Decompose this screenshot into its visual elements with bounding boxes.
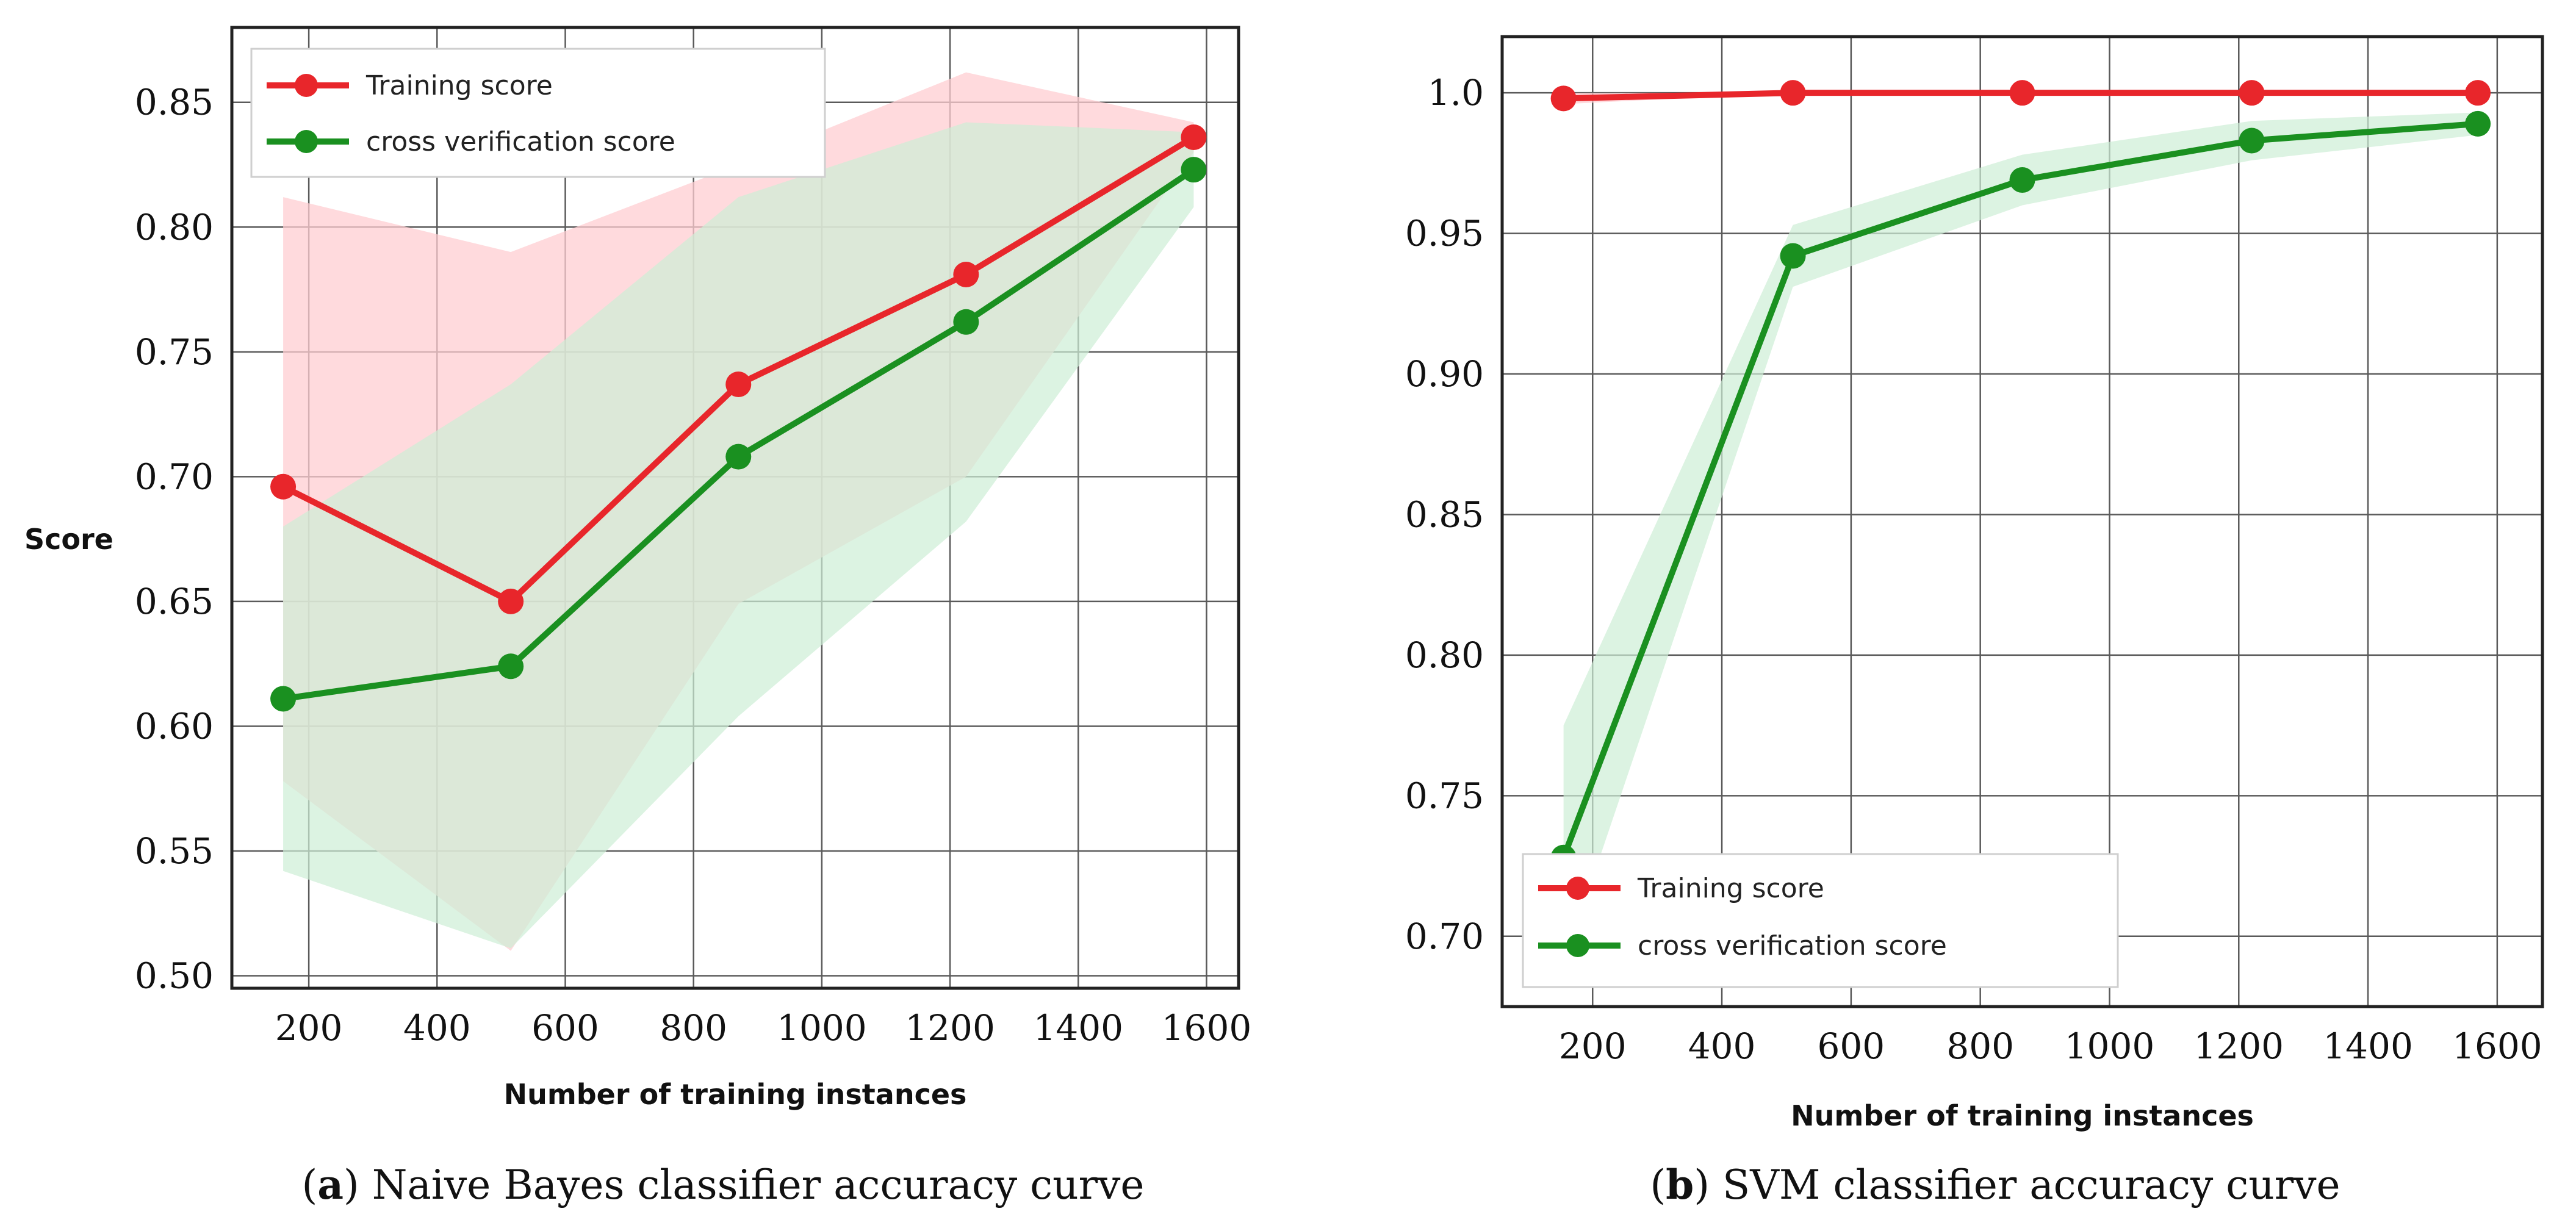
y-tick-label: 0.90 — [1405, 353, 1484, 395]
cv-score-point — [2239, 127, 2265, 154]
y-tick-label: 0.60 — [135, 705, 214, 747]
x-tick-label: 1400 — [1033, 1007, 1123, 1049]
x-tick-label: 1600 — [2452, 1025, 2542, 1067]
cv-score-point — [1181, 157, 1207, 183]
x-tick-label: 200 — [275, 1007, 343, 1049]
x-axis-title: Number of training instances — [504, 1078, 967, 1111]
training-score-point — [1780, 80, 1806, 106]
caption-text: SVM classifier accuracy curve — [1722, 1162, 2340, 1208]
x-tick-label: 600 — [1818, 1025, 1885, 1067]
y-tick-labels: 0.70 0.75 0.80 0.85 0.90 0.95 1.0 — [1405, 72, 1484, 957]
legend-label-training: Training score — [365, 70, 553, 101]
training-score-point — [2465, 80, 2491, 106]
training-score-point — [270, 473, 297, 500]
legend: Training score cross verification score — [250, 48, 826, 178]
cv-score-point — [2465, 110, 2491, 137]
panel-naive-bayes: 200 400 600 800 1000 1200 1400 1600 0.50 0.55 0.6… — [24, 26, 1252, 1208]
x-tick-label: 400 — [403, 1007, 471, 1049]
y-tick-label: 0.75 — [135, 331, 214, 373]
cv-score-point — [498, 653, 524, 680]
caption-letter: b — [1666, 1161, 1694, 1208]
training-score-point — [1550, 85, 1577, 112]
legend-box — [1522, 853, 2119, 988]
x-tick-label: 800 — [1946, 1025, 2014, 1067]
caption-letter: a — [317, 1161, 344, 1208]
y-tick-label: 0.75 — [1405, 775, 1484, 816]
cv-score-point — [2009, 167, 2035, 193]
panel-svm: 200 400 600 800 1000 1200 1400 1600 0.70 0.75 0.8… — [1405, 35, 2544, 1208]
y-tick-labels: 0.50 0.55 0.60 0.65 0.70 0.75 0.80 0.85 — [135, 82, 214, 997]
cv-score-point — [953, 309, 979, 335]
x-axis-title: Number of training instances — [1791, 1099, 2254, 1132]
cv-score-point — [270, 686, 297, 712]
y-tick-label: 0.50 — [135, 955, 214, 997]
x-tick-label: 1000 — [2065, 1025, 2155, 1067]
legend-box — [250, 48, 826, 178]
y-tick-label: 0.80 — [1405, 634, 1484, 676]
x-tick-label: 1200 — [2193, 1025, 2284, 1067]
y-tick-label: 0.80 — [135, 206, 214, 248]
legend-marker-cv — [295, 130, 318, 153]
caption: (b) SVM classifier accuracy curve — [1650, 1161, 2340, 1208]
x-tick-label: 800 — [660, 1007, 727, 1049]
x-tick-label: 1400 — [2323, 1025, 2413, 1067]
legend: Training score cross verification score — [1522, 853, 2119, 988]
caption: (a) Naive Bayes classifier accuracy curv… — [302, 1161, 1145, 1208]
caption-text: Naive Bayes classifier accuracy curve — [372, 1162, 1145, 1208]
training-score-point — [2239, 80, 2265, 106]
y-tick-label: 0.70 — [1405, 916, 1484, 957]
cv-score-point — [1780, 243, 1806, 269]
y-tick-label: 0.95 — [1405, 213, 1484, 254]
legend-label-training: Training score — [1637, 873, 1824, 904]
x-tick-label: 1000 — [777, 1007, 867, 1049]
y-axis-title: Score — [24, 523, 113, 556]
legend-label-cv: cross verification score — [366, 126, 675, 157]
x-tick-label: 400 — [1688, 1025, 1756, 1067]
plot-frame — [230, 26, 1240, 990]
x-tick-labels: 200 400 600 800 1000 1200 1400 1600 — [1559, 1025, 2542, 1067]
training-score-point — [2009, 80, 2035, 106]
training-score-point — [953, 262, 979, 287]
x-tick-label: 1200 — [905, 1007, 995, 1049]
x-tick-labels: 200 400 600 800 1000 1200 1400 1600 — [275, 1007, 1252, 1049]
confidence-bands — [1563, 93, 2478, 964]
y-tick-label: 0.55 — [135, 830, 214, 872]
training-score-point — [498, 588, 524, 614]
x-tick-label: 600 — [531, 1007, 599, 1049]
y-tick-label: 0.70 — [135, 456, 214, 497]
legend-label-cv: cross verification score — [1638, 930, 1947, 961]
cv-score-point — [725, 443, 752, 470]
y-tick-label: 0.85 — [1405, 494, 1484, 535]
y-tick-label: 1.0 — [1428, 72, 1484, 113]
training-score-point — [1181, 124, 1207, 150]
x-tick-label: 200 — [1559, 1025, 1627, 1067]
x-tick-label: 1600 — [1162, 1007, 1252, 1049]
legend-marker-training — [295, 74, 318, 97]
series-points — [270, 124, 1207, 712]
series-points — [1550, 80, 2491, 871]
cv-score-band — [1563, 112, 2478, 964]
legend-marker-cv — [1566, 934, 1589, 957]
y-tick-label: 0.65 — [135, 581, 214, 622]
y-tick-label: 0.85 — [135, 82, 214, 123]
training-score-point — [725, 372, 752, 397]
confidence-bands — [283, 72, 1194, 951]
legend-marker-training — [1566, 877, 1589, 900]
plot-frame — [1500, 35, 2544, 1008]
